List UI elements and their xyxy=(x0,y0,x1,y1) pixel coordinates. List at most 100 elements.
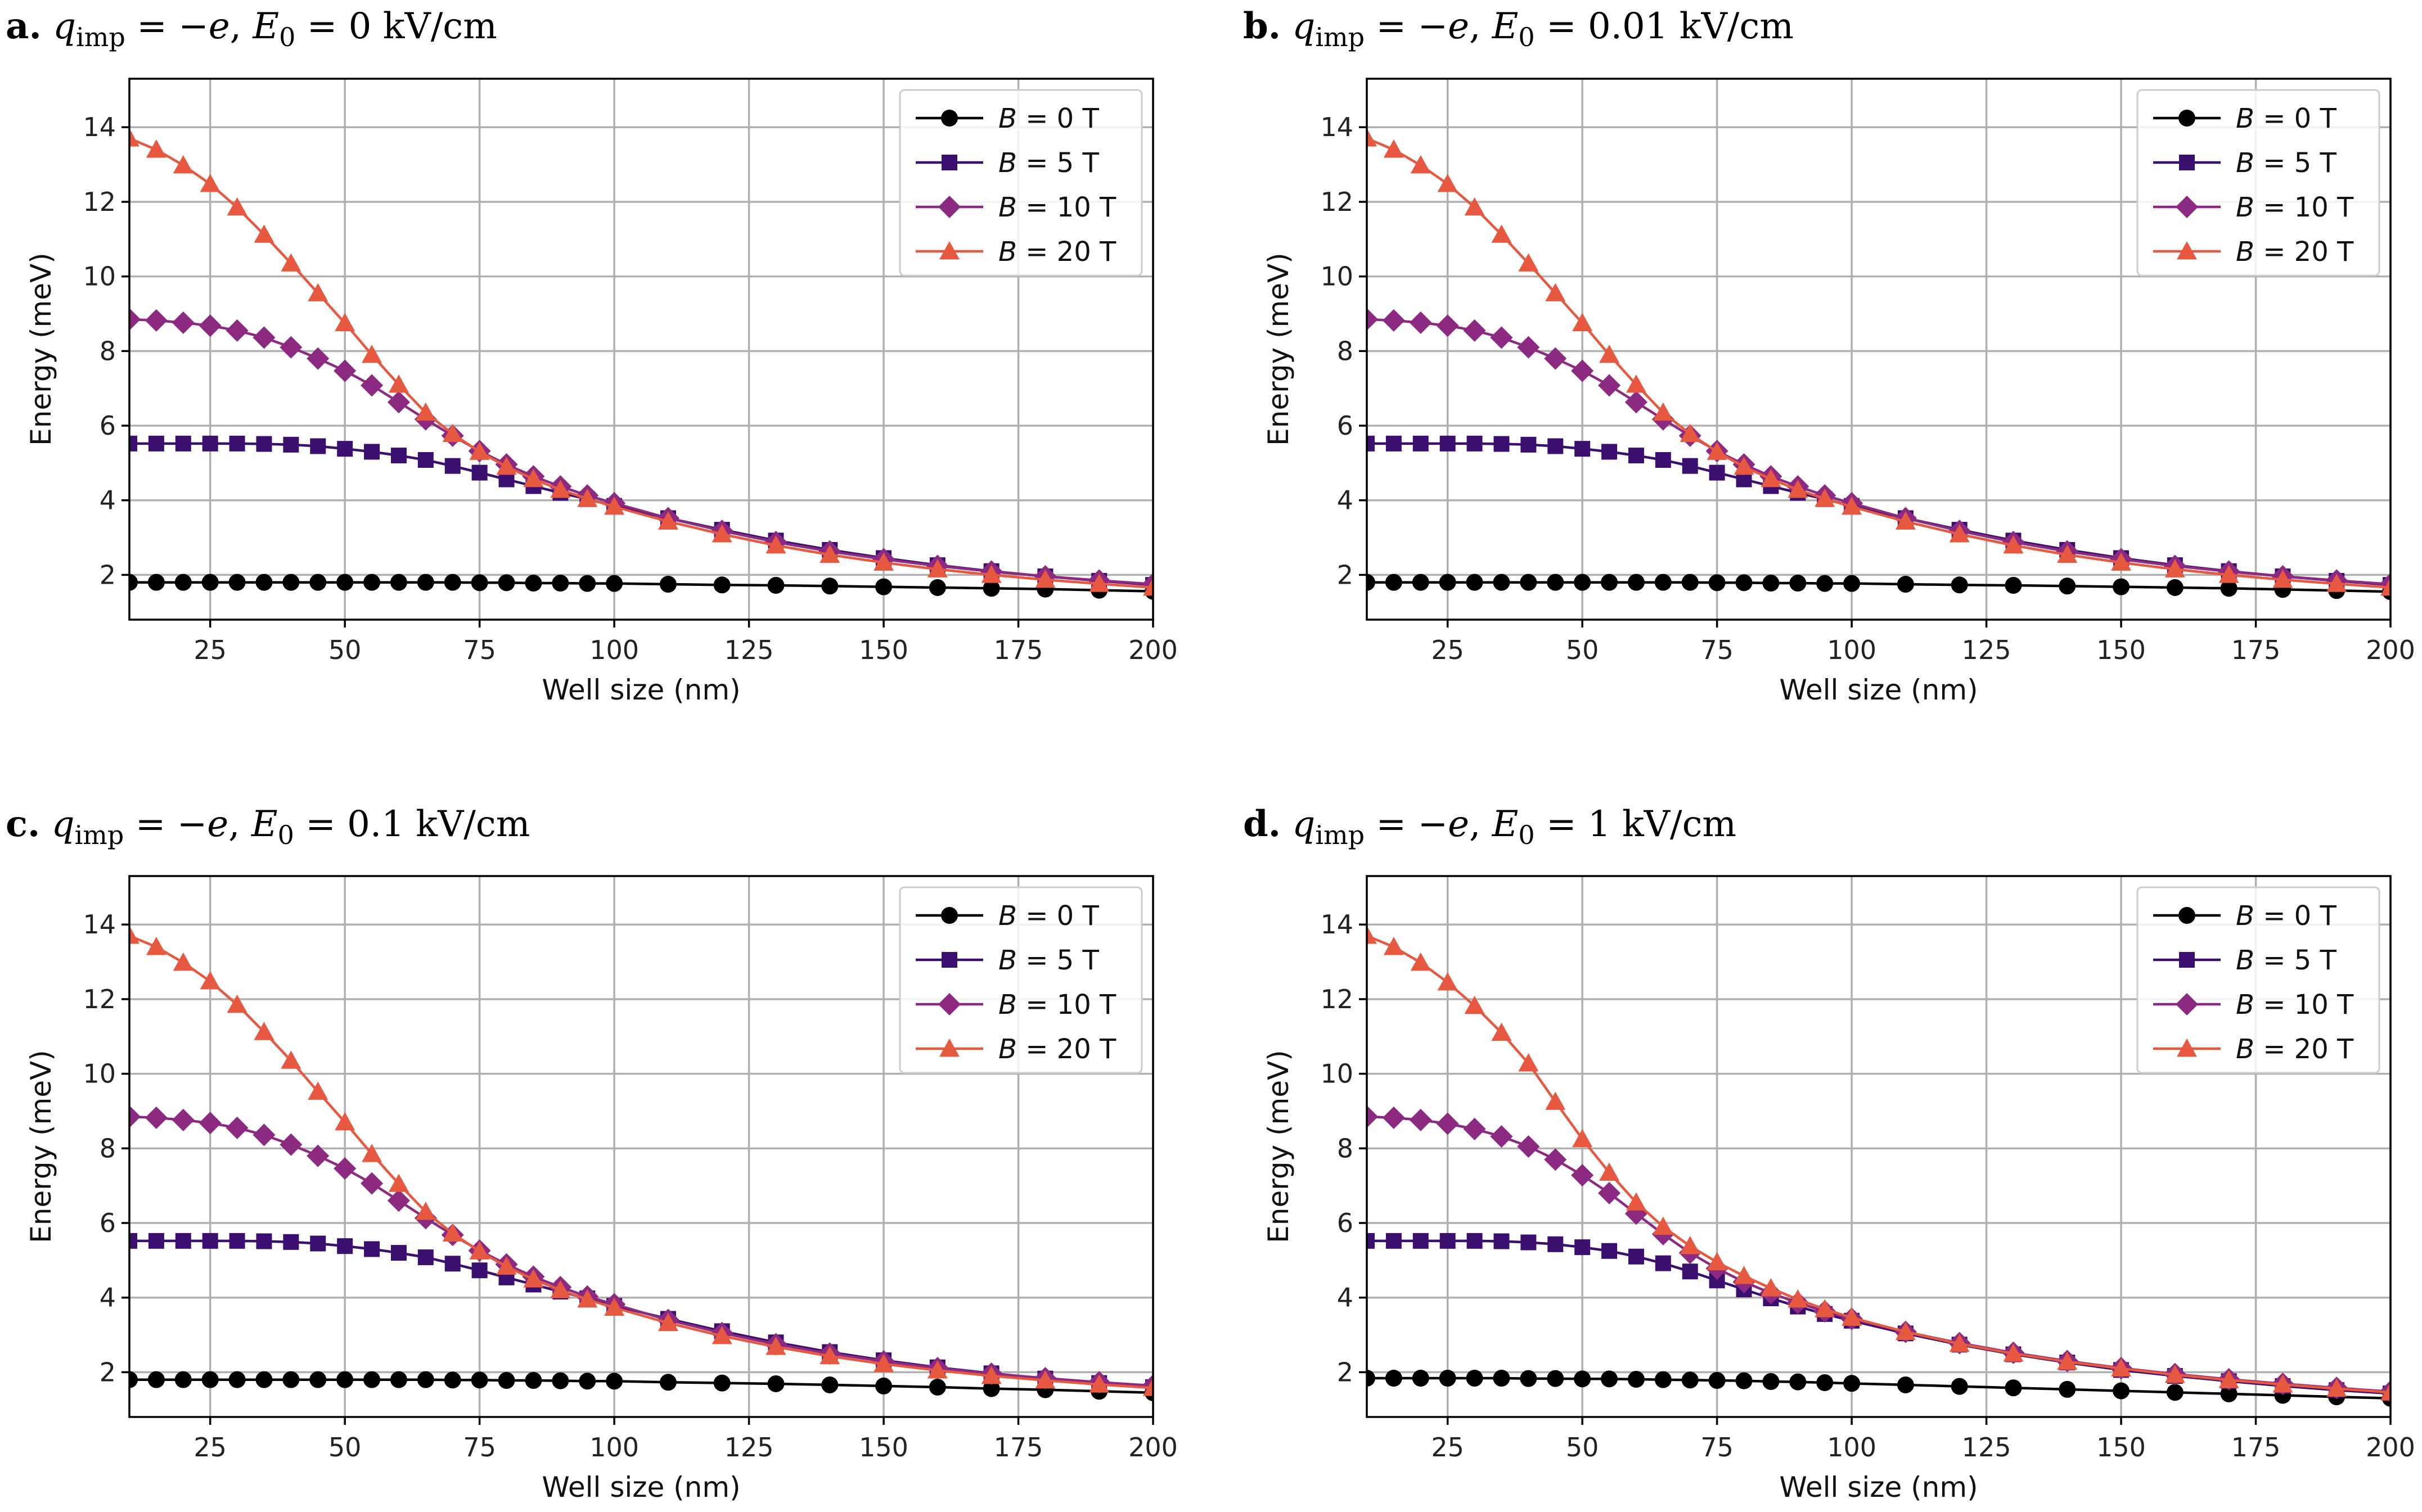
data-point-b20t xyxy=(2272,1374,2293,1393)
legend-label: B = 0 T xyxy=(2236,900,2337,932)
y-axis-label: Energy (meV) xyxy=(25,252,57,446)
data-point-b5t xyxy=(444,458,461,474)
data-point-b0t xyxy=(1681,1371,1699,1389)
legend-label: B = 5 T xyxy=(998,147,1099,179)
data-point-b20t xyxy=(2003,1343,2024,1362)
data-point-b20t xyxy=(281,253,301,272)
data-point-b20t xyxy=(1815,1299,1835,1317)
data-point-b10t xyxy=(1367,1105,1378,1128)
data-point-b20t xyxy=(254,1022,274,1040)
data-point-b10t xyxy=(1367,308,1378,331)
x-tick-label: 125 xyxy=(1962,1432,2011,1463)
data-point-b0t xyxy=(659,575,677,593)
data-point-b20t xyxy=(1383,937,1404,955)
data-point-b0t xyxy=(1789,574,1807,592)
data-point-b0t xyxy=(129,574,138,591)
title-field-value: = 1 kV/cm xyxy=(1535,804,1736,845)
data-point-b5t xyxy=(1466,1233,1483,1249)
legend: B = 0 T B = 5 T B = 10 T B = 20 T xyxy=(2136,89,2380,277)
data-point-b0t xyxy=(1439,574,1456,591)
legend-label: B = 10 T xyxy=(2236,192,2354,223)
data-point-b0t xyxy=(1816,1374,1834,1391)
data-point-b5t xyxy=(1682,458,1698,474)
data-point-b0t xyxy=(1816,575,1834,592)
data-point-b20t xyxy=(658,511,678,530)
chart-panel-c: c. qimp = −e, E0 = 0.1 kV/cm 25 50 75 100 125… xyxy=(6,803,1178,1504)
data-point-b20t xyxy=(362,344,382,363)
x-axis-label: Well size (nm) xyxy=(1779,674,1978,706)
panel-label: b. xyxy=(1243,5,1281,47)
y-tick-label: 6 xyxy=(100,1208,116,1238)
data-point-b20t xyxy=(1680,423,1700,443)
data-point-b0t xyxy=(2220,580,2238,597)
data-point-b0t xyxy=(336,574,354,591)
data-point-b5t xyxy=(390,448,407,464)
data-point-b10t xyxy=(1598,1181,1621,1204)
data-point-b20t xyxy=(308,283,328,301)
data-point-b20t xyxy=(1089,574,1110,592)
data-point-b5t xyxy=(202,435,218,452)
data-point-b20t xyxy=(1949,1333,1970,1352)
data-point-b0t xyxy=(1547,574,1564,591)
data-point-b0t xyxy=(1627,574,1645,591)
panel-label: c. xyxy=(6,803,40,845)
data-point-b0t xyxy=(579,1373,596,1390)
data-point-b20t xyxy=(1842,496,1862,515)
data-point-b10t xyxy=(307,1144,330,1167)
x-tick-label: 50 xyxy=(1566,635,1599,665)
data-point-b10t xyxy=(226,1116,249,1139)
legend-marker xyxy=(2178,907,2195,924)
data-point-b20t xyxy=(227,994,247,1013)
data-point-b5t xyxy=(1601,444,1618,460)
legend-marker xyxy=(942,952,957,968)
data-point-b5t xyxy=(1412,1233,1429,1249)
data-point-b0t xyxy=(1385,1370,1402,1387)
data-point-b0t xyxy=(552,574,569,592)
data-point-b20t xyxy=(1545,1091,1566,1110)
data-point-b20t xyxy=(1367,926,1377,944)
legend-marker xyxy=(941,110,958,127)
y-tick-label: 14 xyxy=(1320,909,1353,940)
data-point-b20t xyxy=(981,565,1002,583)
data-point-b20t xyxy=(415,402,436,421)
data-point-b5t xyxy=(229,435,245,452)
legend-label: B = 5 T xyxy=(2236,945,2337,976)
data-point-b10t xyxy=(1598,374,1621,397)
data-point-b10t xyxy=(1571,1164,1594,1187)
data-point-b0t xyxy=(2113,578,2130,595)
data-point-b0t xyxy=(498,1371,515,1389)
data-point-b20t xyxy=(496,456,517,475)
legend-marker xyxy=(939,241,960,260)
data-point-b20t xyxy=(1653,402,1673,421)
data-point-b5t xyxy=(1385,1233,1402,1249)
data-point-b10t xyxy=(361,1172,384,1195)
data-point-b20t xyxy=(2380,577,2391,596)
data-point-b0t xyxy=(309,574,327,591)
data-point-b20t xyxy=(550,480,571,498)
data-point-b0t xyxy=(875,1377,893,1394)
data-point-b5t xyxy=(310,438,326,454)
x-tick-label: 25 xyxy=(1431,1432,1464,1463)
y-tick-label: 10 xyxy=(1320,261,1353,292)
data-point-b20t xyxy=(146,139,166,158)
data-point-b0t xyxy=(444,1371,461,1389)
data-point-b0t xyxy=(174,574,192,591)
data-point-b20t xyxy=(766,1337,786,1355)
data-point-b0t xyxy=(417,1371,434,1388)
data-point-b0t xyxy=(767,576,785,594)
y-tick-label: 6 xyxy=(1337,1208,1353,1238)
legend-marker xyxy=(938,196,961,218)
legend-box xyxy=(899,89,1143,277)
x-tick-label: 150 xyxy=(2096,1432,2146,1463)
data-point-b20t xyxy=(2057,1351,2078,1370)
data-point-b5t xyxy=(1574,1239,1591,1256)
data-point-b0t xyxy=(525,574,542,592)
y-tick-label: 4 xyxy=(100,485,116,516)
data-point-b0t xyxy=(2059,577,2076,595)
data-point-b0t xyxy=(1951,1378,1968,1395)
data-point-b20t xyxy=(200,971,220,990)
data-point-b5t xyxy=(390,1245,407,1261)
x-axis-label: Well size (nm) xyxy=(1779,1471,1978,1504)
legend: B = 0 T B = 5 T B = 10 T B = 20 T xyxy=(899,886,1143,1074)
data-point-b10t xyxy=(1517,336,1540,359)
